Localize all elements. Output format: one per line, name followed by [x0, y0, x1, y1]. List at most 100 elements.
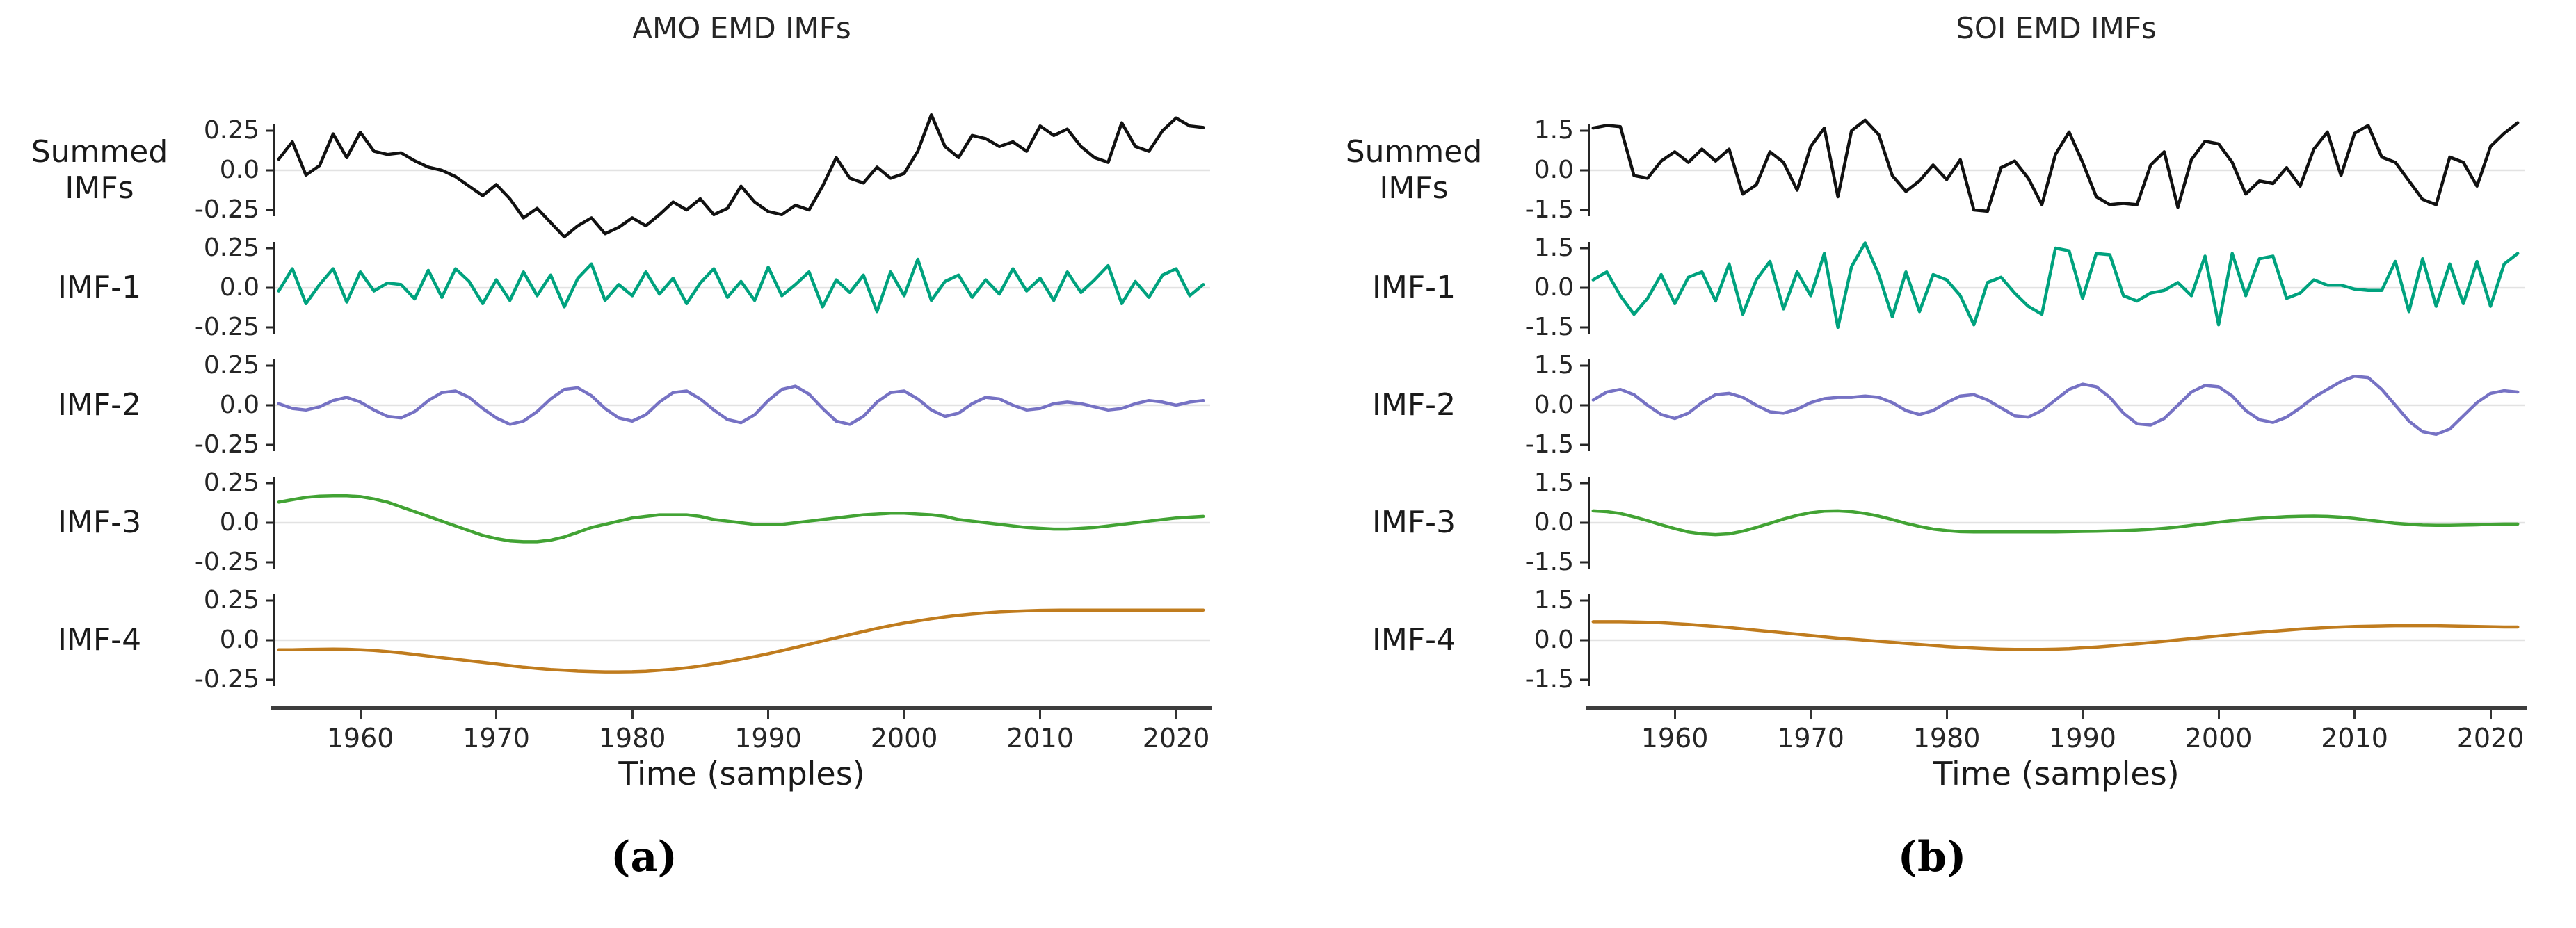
y-tick-label: 0.0	[1533, 508, 1574, 537]
y-tick-label: 1.5	[1533, 116, 1574, 145]
x-tick-label: 2020	[2456, 723, 2525, 754]
series-line-imf-3	[1591, 509, 2520, 537]
y-tick-label: -0.25	[194, 548, 259, 576]
row-label-line: IMF-2	[1371, 387, 1456, 423]
subplot-imf-4	[1580, 594, 2525, 686]
x-tick-label: 1970	[1777, 723, 1844, 754]
row-label-line: IMFs	[1379, 170, 1449, 206]
panel-a-caption: (a)	[611, 833, 677, 881]
y-tick-label: 0.25	[203, 469, 259, 497]
x-tick-mark	[495, 710, 498, 719]
x-tick-label: 2000	[2184, 723, 2253, 754]
row-label-line: IMF-1	[57, 270, 142, 306]
y-tick-label: 0.0	[219, 626, 259, 654]
y-tick-label: 0.0	[1533, 273, 1574, 302]
x-tick-label: 1990	[734, 723, 802, 754]
row-label-summed-imfs: Summed IMFs	[9, 125, 190, 215]
x-axis-line	[1586, 706, 2527, 710]
subplot-imf-3	[1580, 477, 2525, 569]
row-label-imf-1: IMF-1	[9, 243, 190, 333]
series-line-imf-3	[277, 494, 1205, 544]
y-tick-label: -0.25	[194, 313, 259, 341]
x-tick-label: 1990	[2049, 723, 2116, 754]
series-line-imf-1	[1591, 241, 2520, 329]
series-line-imf-4	[277, 608, 1205, 674]
subplot-imf-4	[266, 594, 1210, 686]
y-tick-label: 1.5	[1533, 351, 1574, 380]
x-tick-mark	[359, 710, 362, 719]
y-tick-label: 0.0	[1533, 626, 1574, 654]
row-label-imf-3: IMF-3	[9, 478, 190, 568]
x-axis-line	[271, 706, 1212, 710]
row-label-line: Summed	[1345, 134, 1483, 170]
row-label-line: IMF-1	[1371, 270, 1456, 306]
panel-a: AMO EMD IMFs Summed IMFs 0.25 0.0 -0.25 IMF-1…	[9, 11, 1212, 881]
x-tick-label: 2000	[870, 723, 938, 754]
y-tick-label: 0.0	[219, 391, 259, 419]
row-label-imf-3: IMF-3	[1323, 478, 1504, 568]
y-tick-label: 1.5	[1533, 469, 1574, 497]
row-label-line: IMF-4	[1371, 622, 1456, 658]
y-tick-label: -1.5	[1524, 548, 1574, 576]
y-tick-label: 0.25	[203, 351, 259, 380]
x-tick-mark	[2489, 710, 2492, 719]
row-label-line: IMF-3	[57, 505, 142, 541]
x-tick-mark	[1175, 710, 1177, 719]
y-tick-label: 0.25	[203, 116, 259, 145]
y-tick-label: 1.5	[1533, 234, 1574, 262]
row-label-line: IMFs	[65, 170, 134, 206]
y-tick-label: 0.25	[203, 586, 259, 614]
x-tick-label: 1970	[462, 723, 530, 754]
series-line-imf-1	[277, 257, 1205, 314]
y-tick-label: 0.0	[1533, 156, 1574, 184]
row-label-imf-4: IMF-4	[1323, 595, 1504, 685]
y-tick-label: 0.0	[1533, 391, 1574, 419]
x-tick-label: 1980	[1913, 723, 1981, 754]
panel-a-title: AMO EMD IMFs	[632, 11, 851, 45]
panel-b-title: SOI EMD IMFs	[1956, 11, 2157, 45]
x-tick-mark	[1039, 710, 1042, 719]
row-label-line: IMF-2	[57, 387, 142, 423]
row-label-line: IMF-4	[57, 622, 142, 658]
x-tick-label: 2020	[1142, 723, 1210, 754]
x-tick-mark	[1673, 710, 1676, 719]
x-tick-mark	[1945, 710, 1948, 719]
subplot-imf-3	[266, 477, 1210, 569]
y-tick-label: -1.5	[1524, 665, 1574, 694]
x-tick-label: 1960	[326, 723, 394, 754]
panel-b: SOI EMD IMFs Summed IMFs 1.5 0.0 -1.5 IMF-1 1.…	[1288, 0, 2576, 928]
x-tick-mark	[2082, 710, 2084, 719]
subplot-summed-imfs	[266, 113, 1210, 239]
row-label-imf-2: IMF-2	[1323, 360, 1504, 450]
row-label-imf-2: IMF-2	[9, 360, 190, 450]
y-tick-label: -0.25	[194, 430, 259, 459]
y-tick-label: 0.25	[203, 234, 259, 262]
x-tick-label: 1960	[1641, 723, 1709, 754]
subplot-imf-1	[1580, 241, 2525, 334]
x-tick-mark	[903, 710, 905, 719]
panel-b-caption: (b)	[1897, 833, 1967, 881]
series-line-imf-4	[1591, 620, 2520, 651]
x-tick-label: 2010	[2321, 723, 2388, 754]
y-tick-label: -0.25	[194, 665, 259, 694]
y-tick-label: 1.5	[1533, 586, 1574, 614]
y-tick-label: 0.0	[219, 273, 259, 302]
subplot-imf-2	[1580, 359, 2525, 451]
x-tick-mark	[767, 710, 770, 719]
x-tick-mark	[2353, 710, 2356, 719]
series-line-summed-imfs	[1591, 118, 2520, 213]
y-tick-label: 0.0	[219, 156, 259, 184]
y-tick-label: -0.25	[194, 195, 259, 224]
row-label-summed-imfs: Summed IMFs	[1323, 125, 1504, 215]
row-label-line: IMF-3	[1371, 505, 1456, 541]
x-tick-label: 2010	[1006, 723, 1074, 754]
y-tick-label: -1.5	[1524, 313, 1574, 341]
panel-a-xlabel: Time (samples)	[618, 755, 865, 792]
y-tick-label: -1.5	[1524, 195, 1574, 224]
series-line-imf-2	[277, 384, 1205, 426]
x-tick-mark	[631, 710, 634, 719]
row-label-imf-1: IMF-1	[1323, 243, 1504, 333]
x-tick-mark	[1810, 710, 1812, 719]
row-label-line: Summed	[31, 134, 168, 170]
